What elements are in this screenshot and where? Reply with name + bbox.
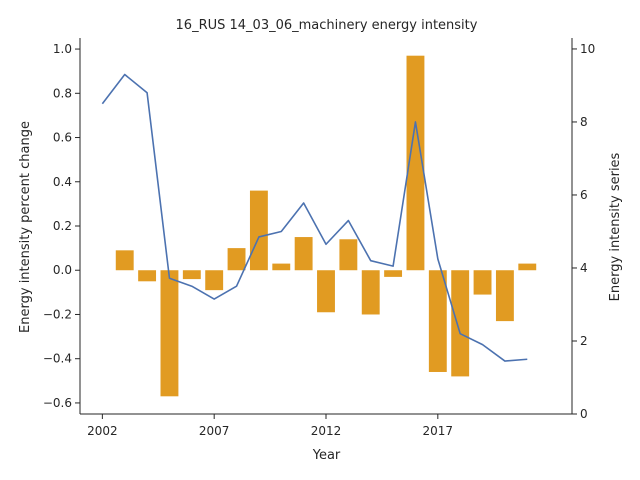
bar-2021 [518,263,537,271]
plot-area: 2002 2007 2012 2017 −0.6 −0.4 −0.2 0.0 0.2 0.4 0.6… [43,38,595,438]
y-right-tick-label: 0 [580,407,588,421]
bar-2007 [205,270,224,291]
y-right-tick-label: 8 [580,115,588,129]
bar-2015 [384,270,403,277]
bar-2009 [249,190,268,271]
y-left-tick-label: 0.6 [53,131,72,145]
bar-2013 [339,239,358,271]
y-left-tick-label: 1.0 [53,42,72,56]
y-right-tick-label: 6 [580,188,588,202]
bar-2020 [495,270,514,322]
series-line-energy-intensity [101,73,528,362]
bar-2011 [294,237,313,271]
bar-2019 [473,270,492,295]
y-left-axis-title: Energy intensity percent change [18,121,33,333]
bar-2016 [406,55,425,271]
x-tick-label-2007: 2007 [199,424,230,438]
bar-2014 [361,270,380,315]
y-left-tick-label: 0.4 [53,175,72,189]
y-left-tick-label: 0.8 [53,86,72,100]
bar-2008 [227,248,246,271]
y-right-tick-label: 2 [580,334,588,348]
bar-2006 [182,270,201,280]
x-tick-label-2012: 2012 [311,424,342,438]
y-left-tick-label: 0.2 [53,219,72,233]
y-right-tick-label: 10 [580,42,595,56]
bar-2017 [428,270,447,372]
bar-2010 [272,263,291,271]
bar-2005 [160,270,179,397]
y-left-tick-label: −0.4 [43,352,72,366]
x-tick-label-2002: 2002 [87,424,118,438]
bar-2012 [317,270,335,313]
y-left-tick-label: −0.6 [43,396,72,410]
x-tick-label-2017: 2017 [423,424,454,438]
y-right-tick-label: 4 [580,261,588,275]
bar-2004 [138,270,157,282]
x-axis-title: Year [312,448,341,463]
y-left-tick-label: 0.0 [53,263,72,277]
bar-2018 [451,270,470,377]
y-left-tick-label: −0.2 [43,307,72,321]
y-right-axis-title: Energy intensity series [608,152,623,301]
bar-2003 [115,250,134,271]
chart-title: 16_RUS 14_03_06_machinery energy intensi… [176,18,478,33]
